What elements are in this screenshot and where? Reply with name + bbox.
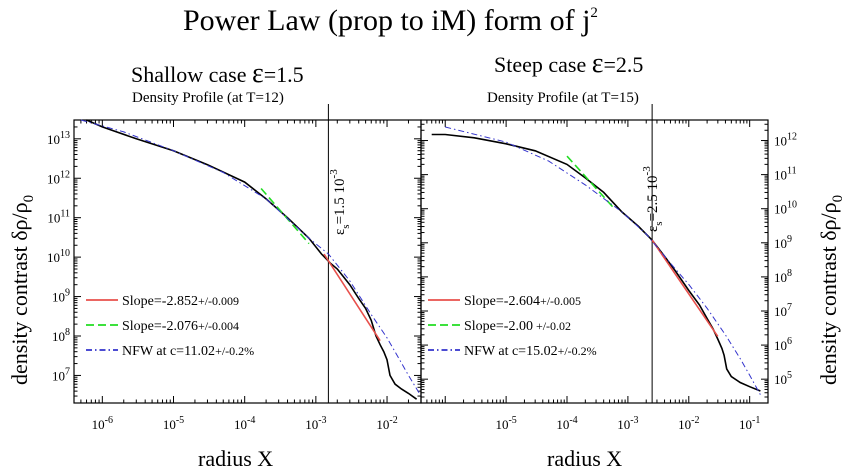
panel-1-case-label: Shallow case ε=1.5 <box>131 58 304 89</box>
p1-legend-label: Slope=-2.076+/-0.004 <box>122 319 239 334</box>
p1-y-tick-label: 109 <box>52 288 70 305</box>
y-axis-title-left: density contrast δρ/ρ0 <box>7 195 37 385</box>
panel-2-scale-annotation: εs=2.5 10-3 <box>641 166 665 232</box>
y-axis-title-right: density contrast δρ/ρ0 <box>816 195 846 385</box>
p1-y-tick-label: 1010 <box>47 248 70 265</box>
panel-2-case-label: Steep case ε=2.5 <box>494 48 643 79</box>
panel-shallow-case: 10-6 10-5 10-4 10-3 10-2 107 108 109 1010 1011 101… <box>47 104 422 432</box>
p2-y-tick-label: 105 <box>774 370 792 387</box>
p1-legend-label: NFW at c=11.02+/-0.2% <box>122 344 254 359</box>
figure-title: Power Law (prop to iM) form of j2 <box>183 4 598 37</box>
panel-2-frame <box>420 119 769 404</box>
p2-series-fit <box>651 239 719 337</box>
p1-y-tick-label: 107 <box>52 366 70 383</box>
panel-2-subtitle: Density Profile (at T=15) <box>487 90 639 106</box>
p1-x-tick-label: 10-2 <box>376 415 397 432</box>
p2-legend-label: Slope=-2.604+/-0.005 <box>464 294 581 309</box>
p1-series-fit <box>323 253 381 342</box>
p2-x-tick-label: 10-4 <box>556 415 577 432</box>
panel-1-scale-annotation: εs=1.5 10-3 <box>328 169 352 235</box>
p2-y-tick-label: 108 <box>774 268 792 285</box>
figure-title-superscript: 2 <box>590 5 598 21</box>
p2-x-tick-label: 10-3 <box>617 415 638 432</box>
panel-1-ticks: 10-6 10-5 10-4 10-3 10-2 107 108 109 1010 1011 101… <box>47 119 422 432</box>
p1-x-tick-label: 10-4 <box>234 415 255 432</box>
panel-steep-case: 10-5 10-4 10-3 10-2 10-1 105 106 107 108 109 1010 1… <box>420 104 797 432</box>
p1-legend-label: Slope=-2.852+/-0.009 <box>122 294 239 309</box>
p1-series-data <box>86 119 418 400</box>
p1-x-tick-label: 10-5 <box>163 415 184 432</box>
p2-y-tick-label: 109 <box>774 234 792 251</box>
p1-series-fit <box>260 187 310 245</box>
p2-y-tick-label: 106 <box>774 336 792 353</box>
p2-series-data <box>431 133 761 392</box>
panel-1-legend: Slope=-2.852+/-0.009 Slope=-2.076+/-0.004… <box>86 294 254 359</box>
p1-y-tick-label: 1013 <box>47 130 70 147</box>
p2-y-tick-label: 1011 <box>774 166 797 183</box>
p1-x-tick-label: 10-6 <box>92 415 113 432</box>
x-axis-title-right: radius X <box>547 446 622 470</box>
x-axis-title-left: radius X <box>198 446 273 470</box>
p2-legend-label: Slope=-2.00 +/-0.02 <box>464 319 571 334</box>
p2-x-tick-label: 10-2 <box>678 415 699 432</box>
p1-x-tick-label: 10-3 <box>305 415 326 432</box>
panel-1-series <box>80 104 422 403</box>
panel-2-series <box>431 104 761 403</box>
p1-y-tick-label: 108 <box>52 327 70 344</box>
p2-x-tick-label: 10-1 <box>739 415 760 432</box>
p1-y-tick-label: 1012 <box>47 169 70 186</box>
p2-y-tick-label: 1010 <box>774 200 797 217</box>
panel-2-legend: Slope=-2.604+/-0.005 Slope=-2.00 +/-0.02 NF… <box>428 294 597 359</box>
p2-series-model <box>445 126 761 395</box>
p2-y-tick-label: 1012 <box>774 132 797 149</box>
panel-2-ticks: 10-5 10-4 10-3 10-2 10-1 105 106 107 108 109 1010 1… <box>420 119 797 432</box>
p2-y-tick-label: 107 <box>774 302 792 319</box>
panel-1-frame <box>73 119 422 404</box>
panel-1-subtitle: Density Profile (at T=12) <box>132 90 284 106</box>
p1-y-tick-label: 1011 <box>47 209 70 226</box>
p2-x-tick-label: 10-5 <box>495 415 516 432</box>
p2-legend-label: NFW at c=15.02+/-0.2% <box>464 344 597 359</box>
p1-series-model <box>80 119 422 397</box>
